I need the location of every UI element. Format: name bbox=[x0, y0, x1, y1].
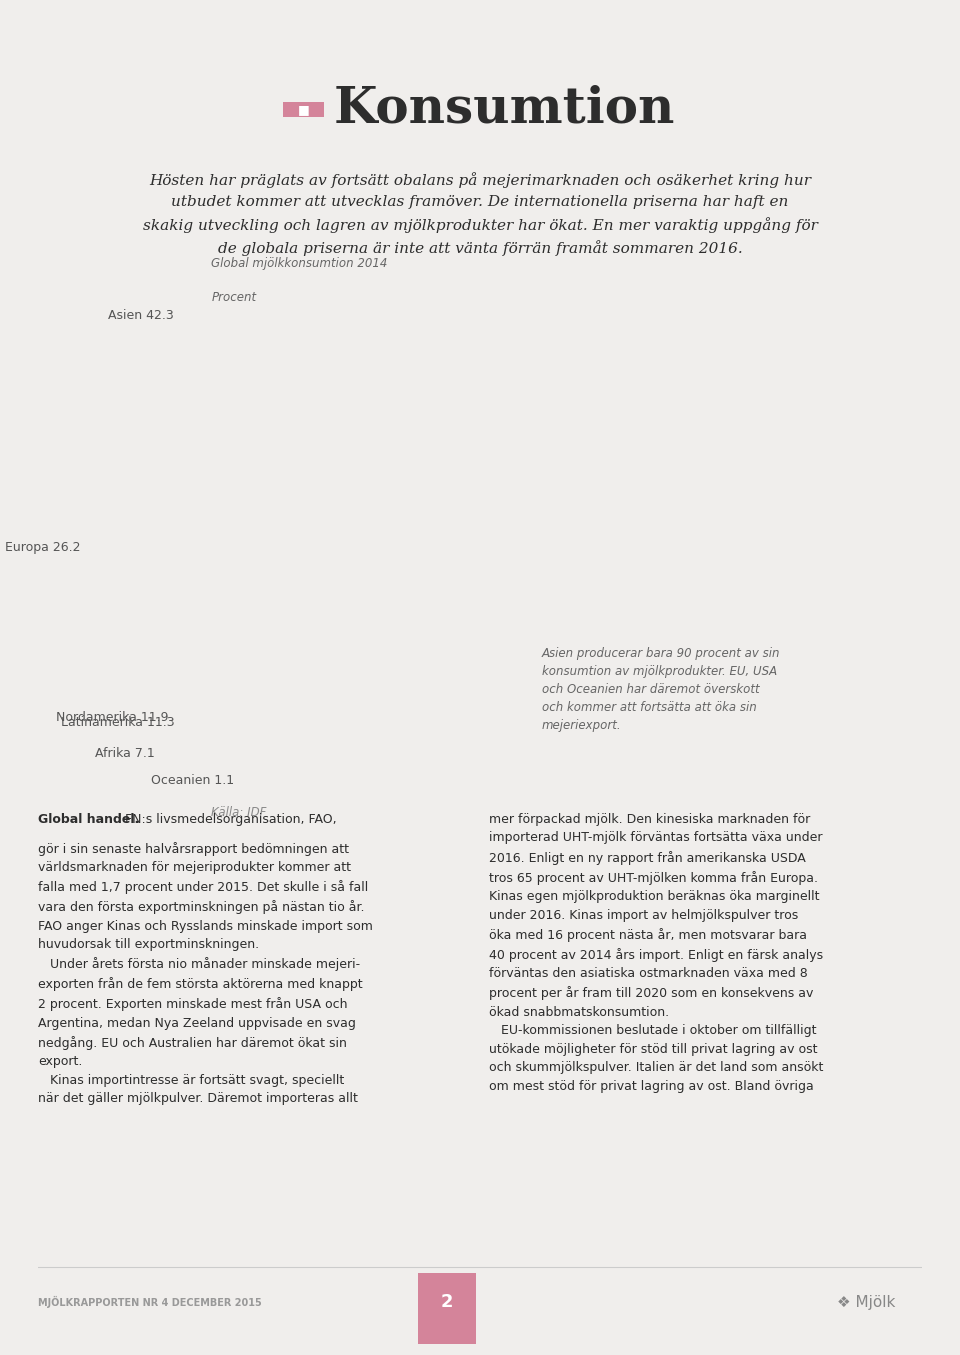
Text: 2: 2 bbox=[441, 1294, 453, 1312]
Text: gör i sin senaste halvårsrapport bedömningen att
världsmarknaden för mejeriprodu: gör i sin senaste halvårsrapport bedömni… bbox=[38, 841, 373, 1106]
Text: Global mjölkkonsumtion 2014: Global mjölkkonsumtion 2014 bbox=[211, 257, 388, 270]
Text: mer förpackad mjölk. Den kinesiska marknaden för
importerad UHT-mjölk förväntas : mer förpackad mjölk. Den kinesiska markn… bbox=[489, 813, 824, 1092]
Text: Europa 26.2: Europa 26.2 bbox=[5, 541, 81, 554]
Text: Oceanien 1.1: Oceanien 1.1 bbox=[152, 774, 234, 787]
Text: Asien producerar bara 90 procent av sin
konsumtion av mjölkprodukter. EU, USA
oc: Asien producerar bara 90 procent av sin … bbox=[541, 648, 780, 732]
Text: MJÖLKRAPPORTEN NR 4 DECEMBER 2015: MJÖLKRAPPORTEN NR 4 DECEMBER 2015 bbox=[38, 1297, 262, 1309]
Text: Hösten har präglats av fortsätt obalans på mejerimarknaden och osäkerhet kring h: Hösten har präglats av fortsätt obalans … bbox=[143, 172, 817, 256]
Text: ❖ Mjölk: ❖ Mjölk bbox=[837, 1295, 895, 1310]
Text: Global handel.: Global handel. bbox=[38, 813, 139, 827]
Text: Källa: IDF: Källa: IDF bbox=[211, 806, 267, 818]
Text: FN:s livsmedelsorganisation, FAO,: FN:s livsmedelsorganisation, FAO, bbox=[121, 813, 336, 827]
Text: Latinamerika 11.3: Latinamerika 11.3 bbox=[60, 715, 175, 729]
Text: Procent: Procent bbox=[211, 291, 256, 305]
Text: Nordamerika 11.9: Nordamerika 11.9 bbox=[57, 711, 169, 724]
Text: Asien 42.3: Asien 42.3 bbox=[108, 309, 175, 322]
Text: ■: ■ bbox=[298, 103, 309, 115]
FancyBboxPatch shape bbox=[283, 103, 324, 117]
FancyBboxPatch shape bbox=[419, 1274, 475, 1344]
Text: Afrika 7.1: Afrika 7.1 bbox=[95, 748, 155, 760]
Text: Konsumtion: Konsumtion bbox=[334, 85, 676, 134]
